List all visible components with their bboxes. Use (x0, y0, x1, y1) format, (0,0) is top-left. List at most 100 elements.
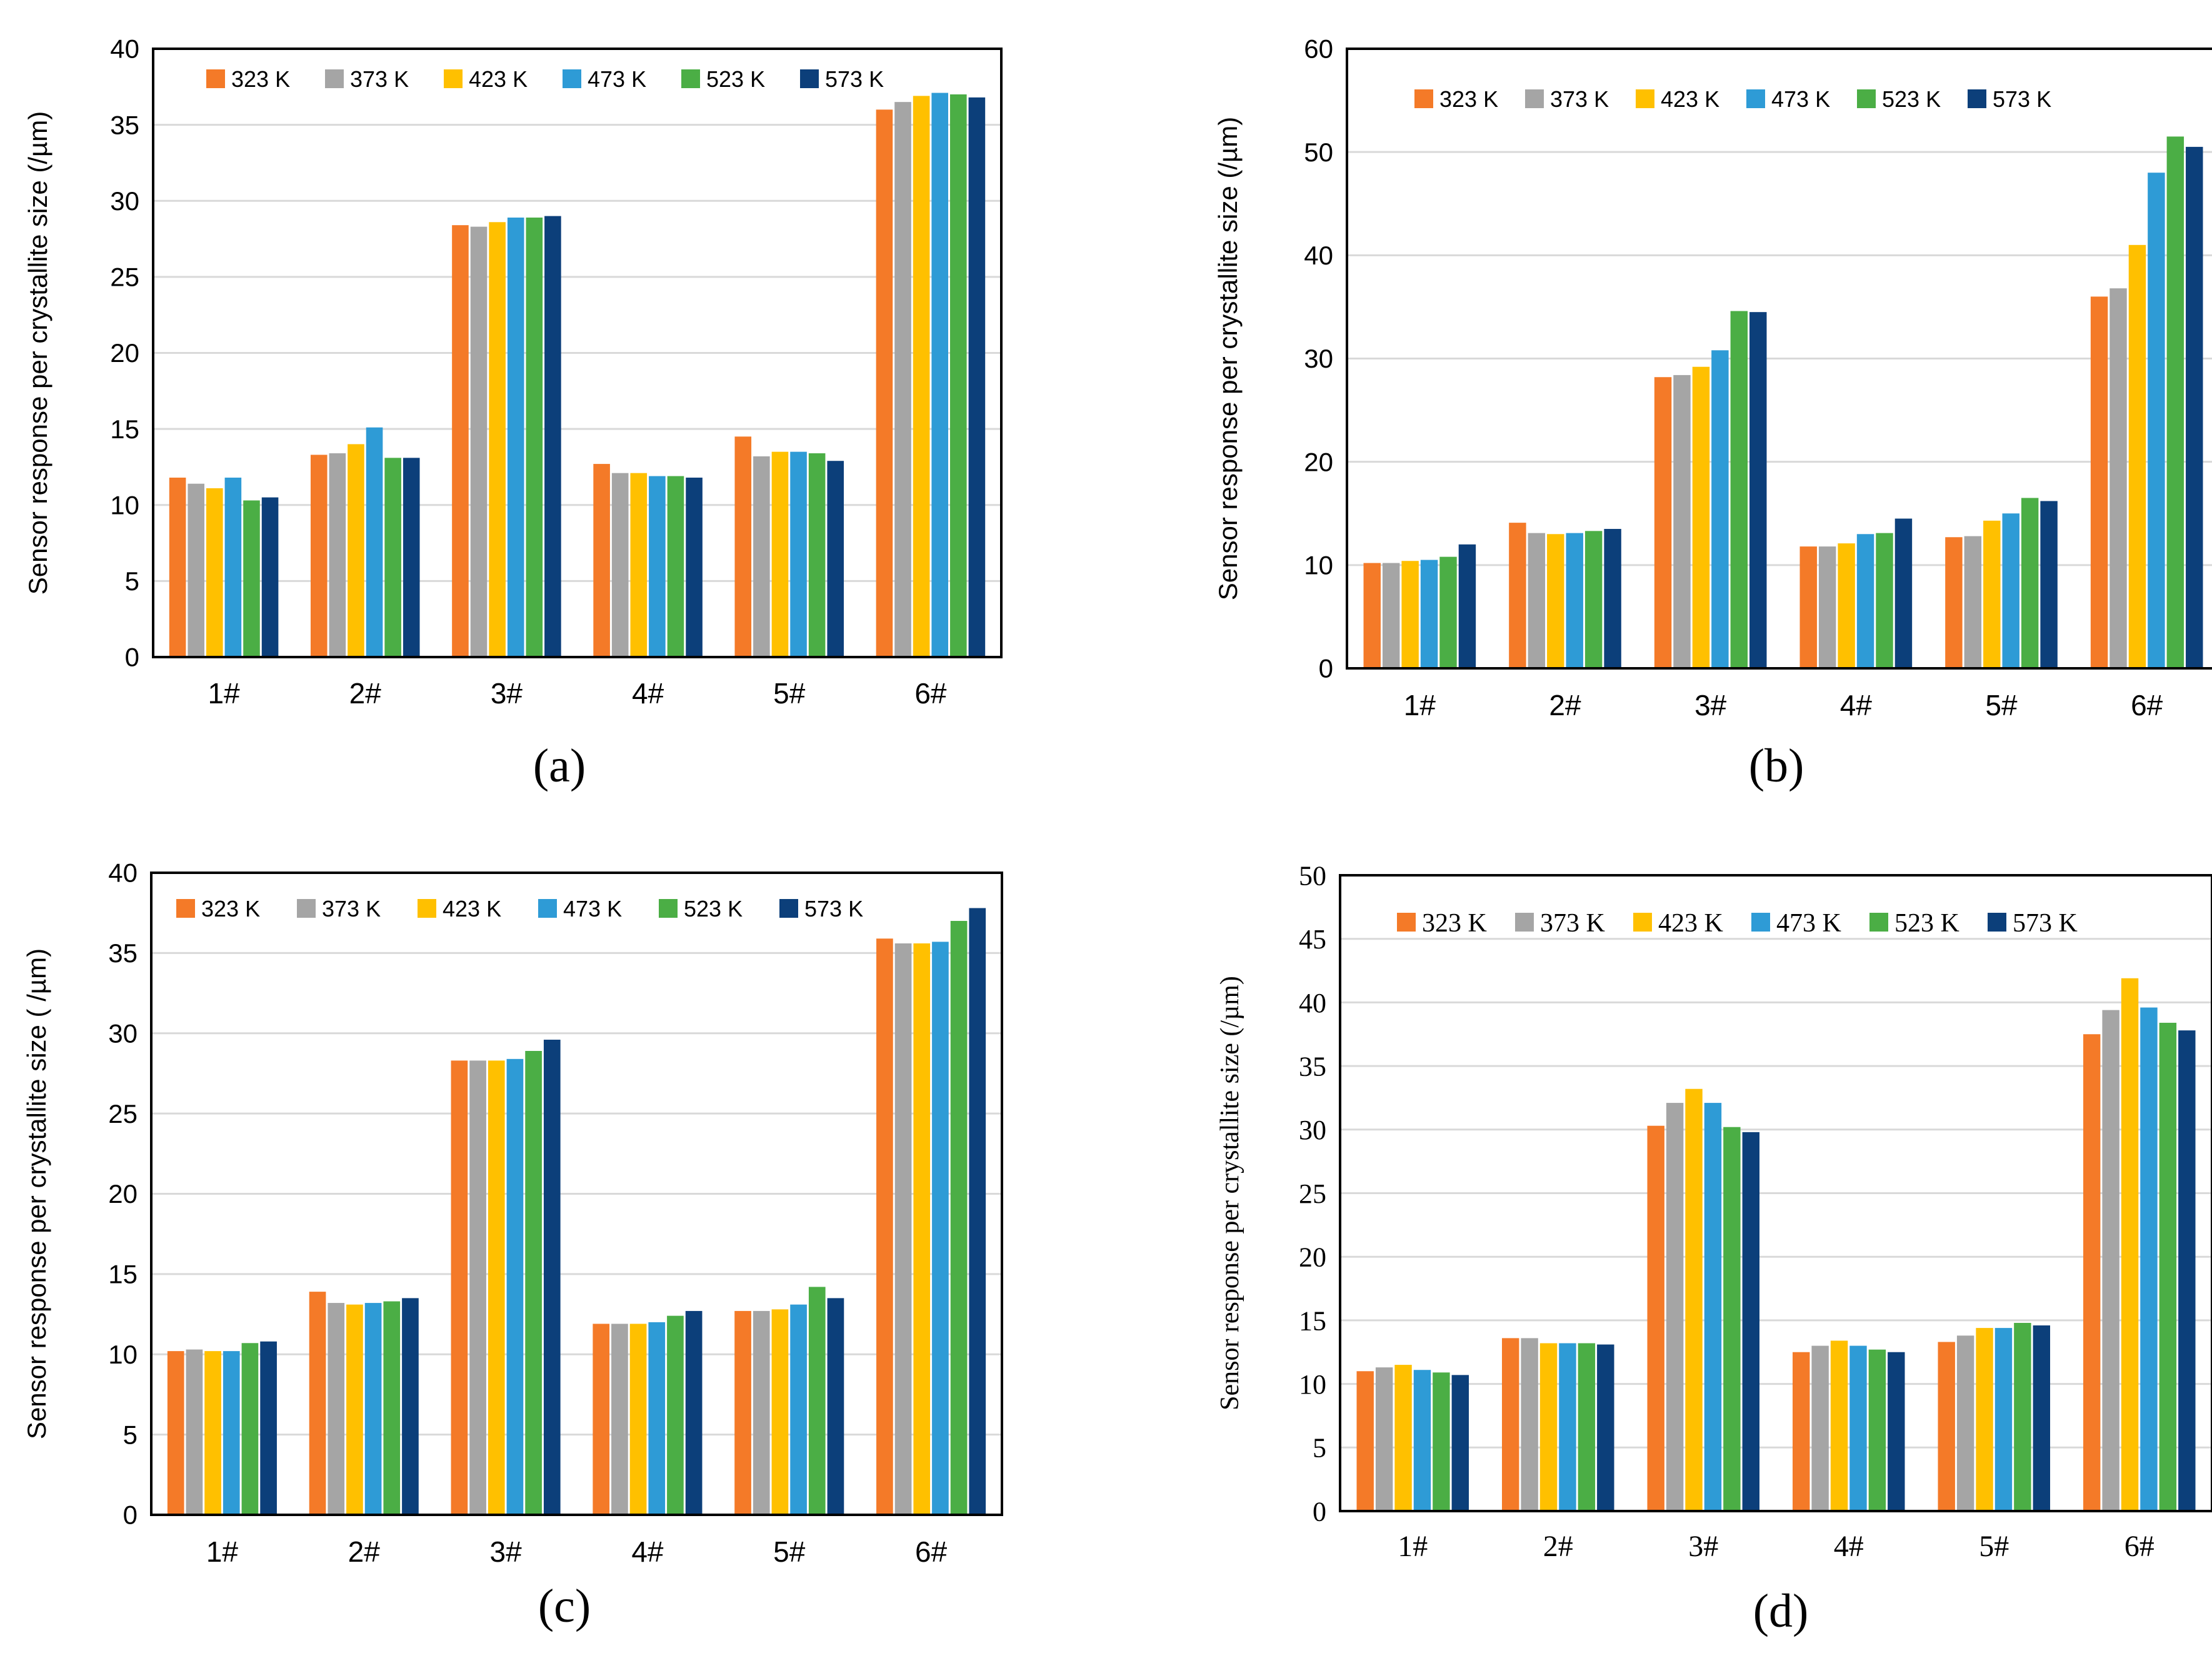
y-tick-label: 25 (1299, 1178, 1326, 1209)
bar-523k-3 (1868, 1349, 1886, 1511)
y-tick-label: 30 (1299, 1115, 1326, 1145)
bar-473k-1 (364, 1303, 382, 1515)
bar-473k-1 (1566, 533, 1583, 668)
y-tick-label: 50 (1304, 138, 1333, 167)
legend-swatch (1515, 913, 1534, 932)
bar-423k-1 (346, 1304, 363, 1515)
bar-423k-3 (629, 1324, 647, 1515)
legend-swatch (418, 899, 436, 918)
chart-c-svg: 0 5 10 15 20 25 30 35 40 1# 2# 3# 4# 5# 6# 323 K 373 K 42… (22, 858, 1003, 1632)
bar-423k-4 (1976, 1328, 1993, 1511)
y-tick-label: 25 (108, 1099, 138, 1128)
bar-373k-0 (1382, 563, 1400, 668)
legend-swatch (297, 899, 316, 918)
panel-caption: (b) (1749, 740, 1804, 792)
panel-caption: (a) (533, 740, 586, 792)
bar-423k-1 (348, 444, 364, 657)
y-axis-label: Sensor response per crystallite size (/µ… (1213, 117, 1243, 600)
legend-swatch (800, 69, 819, 88)
bar-523k-2 (1730, 311, 1748, 669)
bar-473k-0 (1420, 560, 1438, 668)
legend-swatch (1397, 913, 1416, 932)
bar-373k-4 (1956, 1335, 1974, 1511)
legend-label: 323 K (231, 66, 290, 92)
bar-373k-1 (1521, 1338, 1538, 1511)
bar-373k-4 (753, 1310, 770, 1515)
y-tick-label: 15 (1299, 1305, 1326, 1336)
bar-373k-5 (894, 943, 912, 1515)
panel-caption: (c) (538, 1580, 591, 1632)
bar-573k-1 (403, 458, 420, 657)
bar-323k-3 (1792, 1352, 1810, 1511)
x-tick-label: 5# (1979, 1530, 2009, 1563)
y-tick-label: 25 (110, 263, 139, 292)
y-tick-label: 40 (108, 858, 138, 888)
y-tick-label: 20 (1304, 447, 1333, 476)
y-tick-label: 5 (1313, 1433, 1326, 1464)
bar-323k-1 (1509, 523, 1526, 668)
bar-523k-3 (667, 476, 684, 657)
bar-523k-4 (808, 1287, 826, 1515)
x-tick-label: 2# (1549, 689, 1581, 721)
bar-373k-5 (2102, 1010, 2119, 1511)
bar-573k-1 (1597, 1344, 1614, 1511)
legend-label: 473 K (1771, 86, 1830, 112)
bar-473k-2 (506, 1058, 524, 1515)
bar-473k-4 (790, 451, 807, 657)
bar-423k-1 (1539, 1343, 1558, 1511)
y-axis-label: Sensor response per crystallite size (/µ… (23, 111, 53, 595)
legend-swatch (1633, 913, 1652, 932)
bar-323k-3 (593, 1324, 610, 1515)
y-tick-label: 15 (108, 1260, 138, 1289)
bar-473k-3 (1856, 534, 1874, 668)
bar-573k-5 (2186, 146, 2203, 669)
chart-panel-d: 0 5 10 15 20 25 30 35 40 45 50 1# 2# 3# 4# 5# 6# 323 K 373… (1106, 834, 2212, 1668)
bar-523k-3 (1876, 533, 1893, 668)
bar-423k-3 (1830, 1340, 1848, 1511)
legend-label: 373 K (322, 896, 381, 922)
y-tick-label: 40 (1299, 988, 1326, 1018)
bar-423k-0 (206, 488, 223, 657)
x-tick-label: 4# (632, 677, 664, 710)
plot-frame (1346, 48, 2212, 670)
bar-323k-5 (2083, 1034, 2101, 1511)
legend-swatch (1869, 913, 1888, 932)
bar-323k-2 (451, 1060, 468, 1515)
bar-523k-0 (243, 500, 260, 657)
plot-frame (152, 48, 1003, 658)
bar-373k-5 (894, 102, 911, 657)
legend-label: 373 K (350, 66, 409, 92)
bar-473k-1 (366, 427, 383, 657)
legend-swatch (563, 69, 581, 88)
y-tick-label: 50 (1299, 860, 1326, 891)
y-axis-label: Sensor response per crystallite size ( /… (22, 948, 51, 1439)
bar-373k-2 (470, 226, 488, 657)
y-tick-label: 20 (108, 1179, 138, 1208)
legend-label: 423 K (1661, 86, 1719, 112)
bar-373k-5 (2109, 288, 2127, 669)
y-axis-label: Sensor response per crystallite size (/µ… (1216, 976, 1244, 1410)
bar-323k-5 (2090, 296, 2108, 668)
y-tick-label: 15 (110, 414, 139, 444)
y-tick-label: 20 (110, 338, 139, 368)
x-tick-label: 4# (631, 1535, 664, 1568)
bar-323k-4 (734, 436, 752, 657)
bar-473k-5 (2148, 173, 2165, 668)
bar-423k-0 (204, 1351, 221, 1515)
x-tick-label: 6# (2131, 689, 2163, 721)
bar-573k-2 (1742, 1132, 1760, 1511)
bar-323k-0 (169, 477, 186, 657)
bar-573k-0 (261, 497, 279, 657)
bar-473k-3 (648, 1322, 666, 1515)
bar-573k-5 (969, 908, 986, 1515)
bar-373k-2 (1673, 374, 1691, 668)
bar-573k-2 (1749, 312, 1767, 668)
bar-523k-0 (241, 1343, 259, 1515)
y-tick-label: 30 (108, 1018, 138, 1048)
legend-label: 573 K (804, 896, 863, 922)
y-tick-label: 45 (1299, 924, 1326, 955)
legend-label: 523 K (684, 896, 743, 922)
chart-panel-a: 0 5 10 15 20 25 30 35 40 1# 2# 3# 4# 5# 6# 323 K 373 K 42… (0, 0, 1106, 834)
bar-423k-3 (630, 473, 648, 657)
